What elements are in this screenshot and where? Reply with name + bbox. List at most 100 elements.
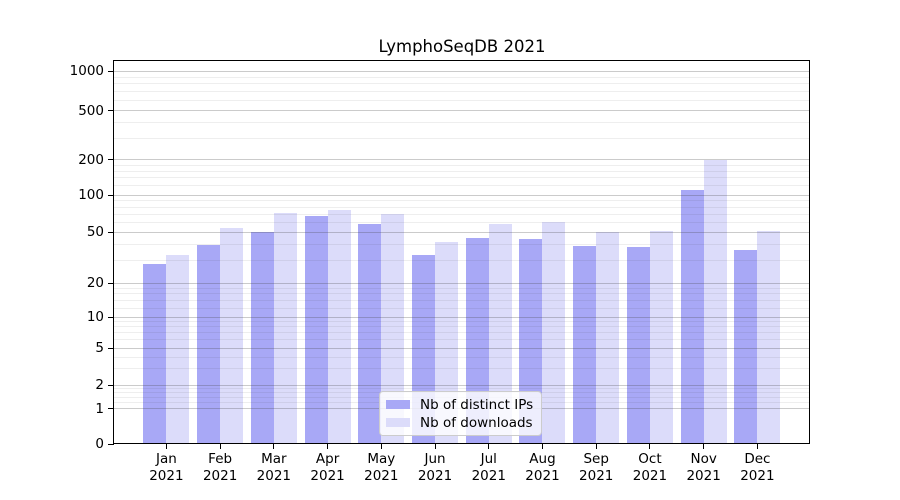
x-tick-apr: [327, 444, 329, 449]
y-gridline-minor-140: [114, 177, 810, 179]
x-tick-label-jul: Jul 2021: [457, 451, 521, 485]
y-gridline-minor-90: [114, 200, 810, 202]
y-tick-label-1000: 1000: [69, 63, 104, 79]
bar-downloads-apr: [327, 210, 351, 444]
bar-downloads-feb: [220, 228, 244, 444]
y-gridline-major-500: [114, 110, 810, 112]
y-tick-label-5: 5: [95, 340, 104, 356]
y-tick-1000: [108, 70, 114, 72]
legend-label-downloads: Nb of downloads: [420, 414, 533, 431]
y-tick-100: [108, 194, 114, 196]
y-gridline-major-20: [114, 282, 810, 284]
x-tick-sep: [595, 444, 597, 449]
bar-distinct-ips-mar: [250, 232, 274, 444]
y-gridline-minor-30: [114, 260, 810, 262]
legend: Nb of distinct IPs Nb of downloads: [379, 391, 542, 436]
y-gridline-minor-800: [114, 83, 810, 85]
y-tick-500: [108, 110, 114, 112]
y-gridline-minor-3: [114, 368, 810, 370]
x-tick-jul: [488, 444, 490, 449]
y-gridline-minor-700: [114, 90, 810, 92]
bar-downloads-jan: [166, 255, 190, 444]
y-tick-label-200: 200: [78, 151, 104, 168]
chart-title: LymphoSeqDB 2021: [378, 37, 546, 56]
legend-label-distinct-ips: Nb of distinct IPs: [420, 396, 534, 413]
bar-downloads-dec: [757, 231, 781, 444]
y-gridline-minor-8: [114, 326, 810, 328]
x-tick-year-mar: 2021: [256, 468, 292, 484]
y-gridline-minor-7: [114, 332, 810, 334]
y-tick-0: [108, 443, 114, 445]
x-tick-month-jun: Jun: [424, 451, 446, 467]
x-tick-year-nov: 2021: [686, 468, 721, 484]
x-tick-month-mar: Mar: [261, 451, 287, 467]
y-gridline-minor-160: [114, 170, 810, 172]
y-gridline-minor-900: [114, 76, 810, 78]
x-tick-year-dec: 2021: [740, 468, 775, 484]
bar-distinct-ips-nov: [680, 190, 704, 444]
y-gridline-minor-400: [114, 122, 810, 124]
x-tick-jan: [165, 444, 167, 449]
x-tick-label-dec: Dec 2021: [725, 451, 789, 485]
y-gridline-major-10: [114, 316, 810, 318]
y-gridline-minor-14: [114, 299, 810, 301]
x-tick-year-oct: 2021: [632, 468, 668, 484]
bar-downloads-aug: [542, 222, 566, 444]
y-gridline-minor-6: [114, 339, 810, 341]
legend-swatch-downloads: [386, 418, 410, 427]
x-tick-month-may: May: [367, 451, 396, 467]
y-gridline-minor-4: [114, 356, 810, 358]
bar-distinct-ips-may: [358, 224, 382, 444]
y-gridline-minor-18: [114, 287, 810, 289]
bar-downloads-sep: [596, 232, 620, 444]
y-tick-2: [108, 384, 114, 386]
x-tick-may: [380, 444, 382, 449]
bar-distinct-ips-feb: [197, 244, 221, 444]
x-tick-month-jul: Jul: [480, 451, 497, 467]
y-tick-10: [108, 316, 114, 318]
y-gridline-minor-9: [114, 321, 810, 323]
x-tick-month-dec: Dec: [744, 451, 771, 467]
x-tick-label-nov: Nov 2021: [672, 451, 736, 485]
x-tick-month-nov: Nov: [690, 451, 717, 467]
y-tick-label-500: 500: [78, 102, 104, 119]
y-gridline-major-200: [114, 159, 810, 161]
bar-distinct-ips-jan: [143, 264, 167, 444]
y-gridline-major-2: [114, 384, 810, 386]
x-tick-nov: [703, 444, 705, 449]
x-tick-year-apr: 2021: [310, 468, 345, 484]
y-tick-label-50: 50: [86, 224, 104, 241]
x-tick-label-aug: Aug 2021: [510, 451, 574, 485]
x-tick-month-aug: Aug: [529, 451, 556, 467]
y-gridline-major-100: [114, 194, 810, 196]
x-tick-label-sep: Sep 2021: [564, 451, 628, 485]
y-gridline-major-50: [114, 231, 810, 233]
x-tick-year-feb: 2021: [202, 468, 238, 484]
bar-downloads-mar: [273, 212, 297, 444]
x-tick-label-mar: Mar 2021: [242, 451, 306, 485]
bar-distinct-ips-oct: [626, 247, 650, 444]
y-gridline-minor-80: [114, 206, 810, 208]
y-tick-label-10: 10: [86, 309, 104, 325]
y-tick-5: [108, 347, 114, 349]
bar-distinct-ips-apr: [304, 215, 328, 444]
x-tick-month-oct: Oct: [638, 451, 662, 467]
y-gridline-minor-180: [114, 164, 810, 166]
bar-downloads-oct: [649, 231, 673, 444]
y-gridline-minor-16: [114, 293, 810, 295]
y-gridline-minor-300: [114, 137, 810, 139]
legend-swatch-distinct-ips: [386, 400, 410, 409]
x-tick-label-jun: Jun 2021: [403, 451, 467, 485]
y-gridline-major-1000: [114, 70, 810, 72]
x-tick-year-aug: 2021: [525, 468, 560, 484]
bar-downloads-nov: [703, 159, 727, 444]
y-tick-label-100: 100: [78, 187, 104, 203]
y-gridline-minor-70: [114, 213, 810, 215]
x-tick-year-jun: 2021: [417, 468, 453, 484]
legend-item-downloads: Nb of downloads: [386, 414, 533, 431]
y-gridline-minor-1.8: [114, 388, 810, 390]
y-gridline-minor-120: [114, 185, 810, 187]
y-gridline-minor-40: [114, 244, 810, 246]
y-tick-50: [108, 231, 114, 233]
